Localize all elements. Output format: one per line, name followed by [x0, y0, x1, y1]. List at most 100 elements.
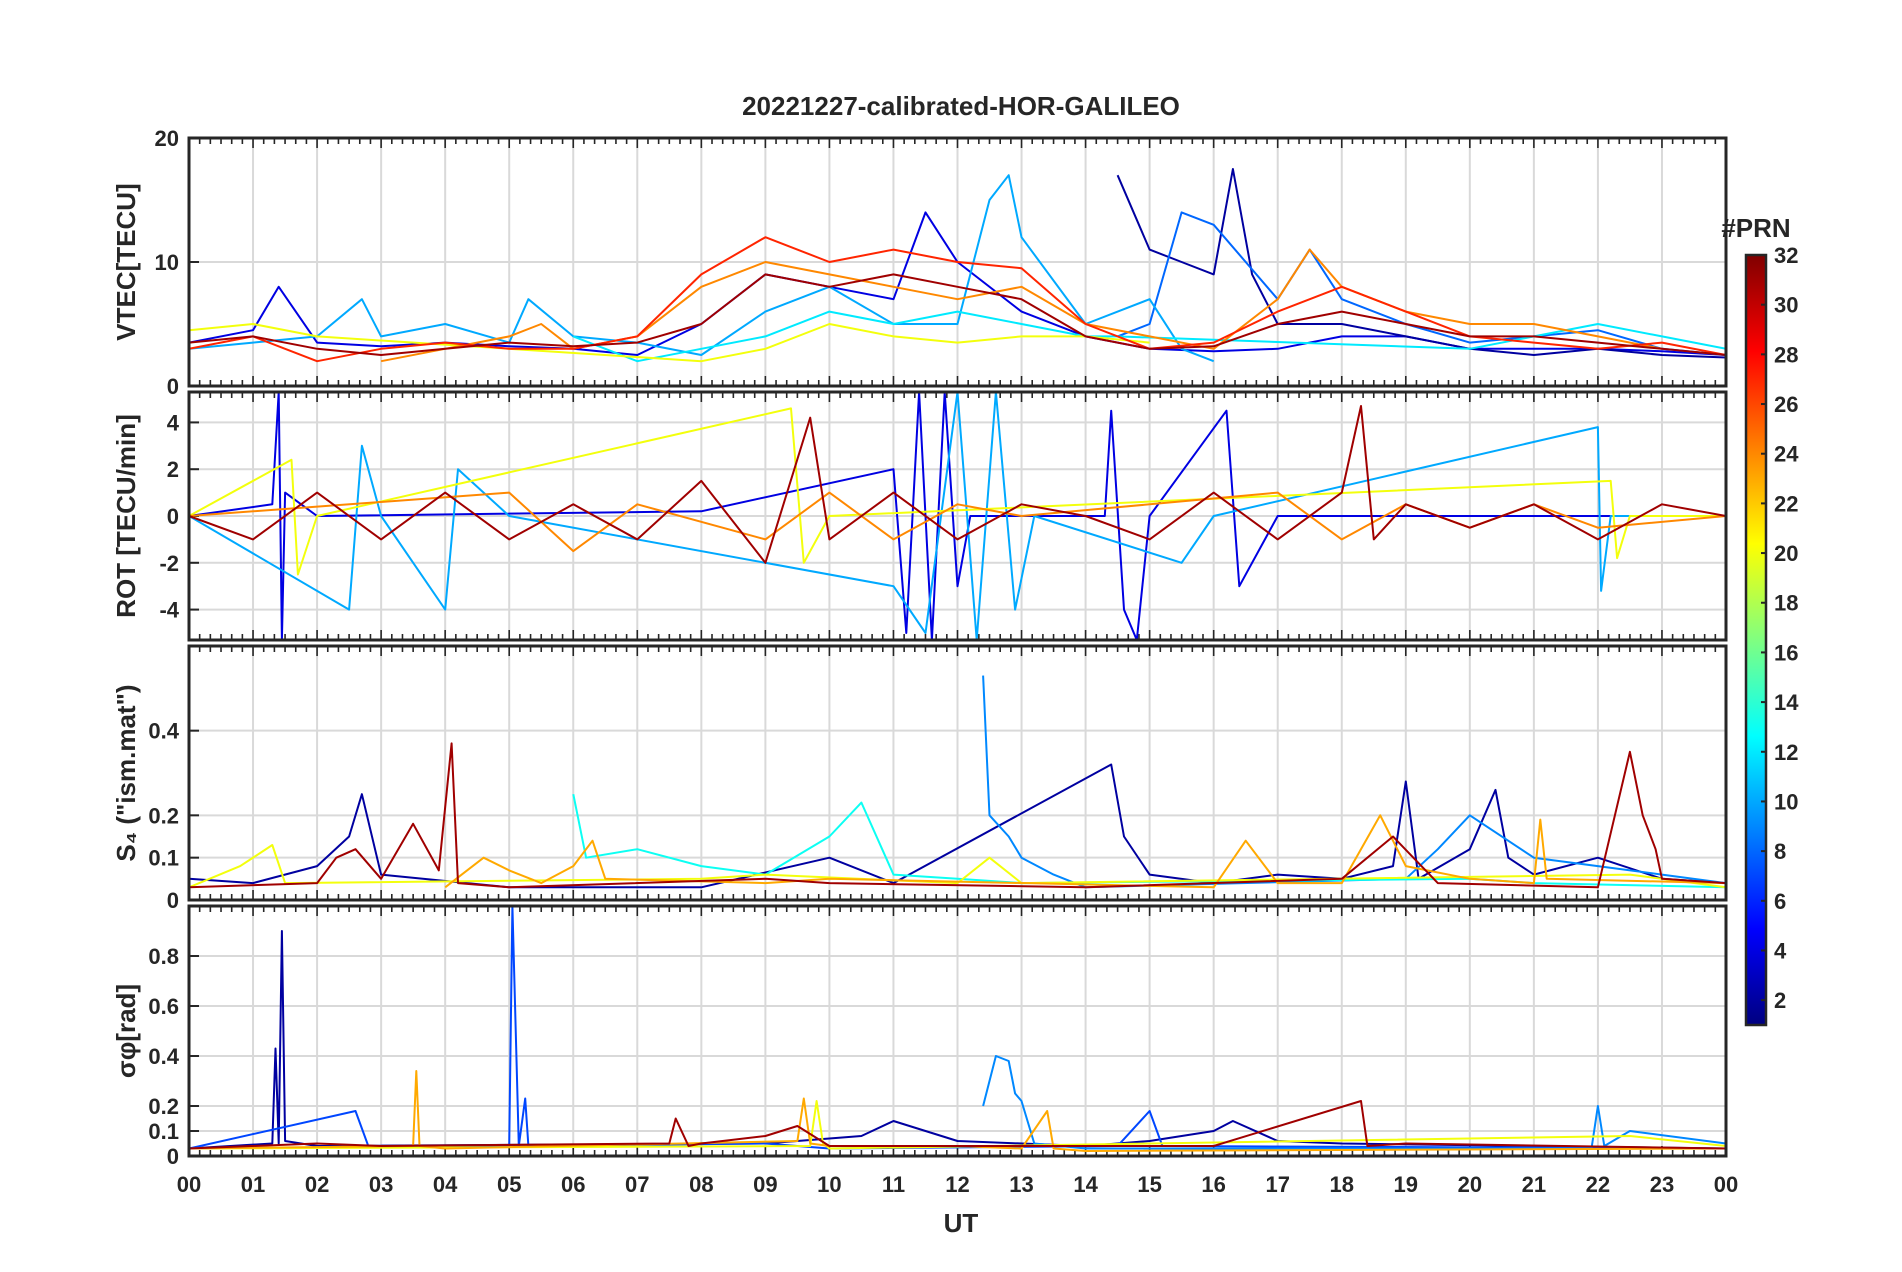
x-tick-label: 03 [369, 1172, 393, 1197]
y-tick-label: 0 [167, 504, 179, 529]
series-line-prn-31 [189, 1100, 1726, 1150]
x-tick-label: 17 [1265, 1172, 1289, 1197]
colorbar-tick-label: 10 [1774, 789, 1798, 814]
series-line-prn-31 [189, 405, 1726, 564]
y-tick-label: 0 [167, 1144, 179, 1169]
y-tick-label: 10 [155, 250, 179, 275]
series-line-prn-20 [189, 323, 1150, 363]
colorbar-tick-label: 18 [1774, 591, 1798, 616]
colorbar-title: #PRN [1721, 213, 1790, 243]
y-tick-label: 0.4 [148, 719, 179, 744]
series-group [189, 392, 1726, 640]
series-group [189, 168, 1726, 363]
colorbar-tick-label: 14 [1774, 690, 1799, 715]
y-tick-label: 0.1 [148, 1119, 179, 1144]
series-line-prn-20 [189, 407, 1726, 576]
series-group [189, 675, 1726, 889]
panel-sigma_phi: 00.10.2 0.4 0.6 0.8 σφ[rad] [111, 904, 1728, 1169]
series-line-prn-23 [189, 1070, 1726, 1152]
y-axis-label: ROT [TECU/min] [111, 414, 141, 618]
series-line-prn-24 [380, 248, 1663, 363]
x-axis-label: UT [944, 1208, 979, 1238]
colorbar-tick-label: 32 [1774, 243, 1798, 268]
x-tick-label: 20 [1458, 1172, 1482, 1197]
x-tick-label: 14 [1073, 1172, 1098, 1197]
y-tick-label: 0 [167, 374, 179, 399]
y-tick-label: 0.8 [148, 944, 179, 969]
x-tick-label: 07 [625, 1172, 649, 1197]
y-axis-label: VTEC[TECU] [111, 183, 141, 340]
colorbar-frame [1744, 253, 1768, 1027]
axes-box [187, 390, 1728, 642]
x-tick-label: 05 [497, 1172, 521, 1197]
y-tick-label: 20 [155, 126, 179, 151]
y-tick-label: 0 [167, 888, 179, 913]
x-tick-label: 02 [305, 1172, 329, 1197]
x-tick-label: 10 [817, 1172, 841, 1197]
series-line-prn-20 [189, 844, 1726, 889]
x-tick-label: 06 [561, 1172, 585, 1197]
colorbar-tick-label: 2 [1774, 988, 1786, 1013]
y-axis-label: S₄ ("ism.mat") [111, 684, 141, 861]
y-tick-label: -2 [159, 551, 179, 576]
panel-vtec: 0 10 20 VTEC[TECU] [111, 126, 1728, 399]
series-line-prn-23 [444, 814, 1726, 889]
series-line-prn-31 [189, 742, 1726, 889]
series-line-prn-20 [189, 1100, 1726, 1150]
series-group [189, 906, 1726, 1152]
x-tick-label: 11 [882, 1172, 905, 1197]
y-tick-label: 0.4 [148, 1044, 179, 1069]
chart-title: 20221227-calibrated-HOR-GALILEO [742, 91, 1180, 121]
series-line-prn-2 [1116, 168, 1726, 359]
x-tick-label: 01 [241, 1172, 265, 1197]
y-tick-label: -4 [159, 598, 179, 623]
series-line-prn-2 [189, 763, 1726, 889]
colorbar-tick-label: 4 [1774, 938, 1787, 963]
x-tick-label: 15 [1137, 1172, 1161, 1197]
colorbar-tick-label: 28 [1774, 342, 1798, 367]
colorbar-tick-label: 30 [1774, 293, 1798, 318]
axes-box [187, 644, 1728, 902]
colorbar-gradient [1746, 255, 1766, 1025]
y-tick-label: 0.6 [148, 994, 179, 1019]
x-tick-label: 22 [1586, 1172, 1610, 1197]
x-tick-label: 09 [753, 1172, 777, 1197]
panel-s4: 0 0.1 0.2 0.4 S₄ ("ism.mat") [111, 644, 1728, 913]
axes-box [187, 136, 1728, 388]
colorbar-tick-label: 16 [1774, 640, 1798, 665]
series-line-prn-9 [982, 675, 1726, 889]
colorbar-tick-label: 6 [1774, 889, 1786, 914]
y-tick-label: 0.2 [148, 803, 179, 828]
colorbar-tick-label: 24 [1774, 442, 1799, 467]
y-axis-label: σφ[rad] [111, 984, 141, 1078]
y-tick-label: 0.2 [148, 1094, 179, 1119]
x-tick-label: 19 [1394, 1172, 1418, 1197]
x-tick-label: 18 [1330, 1172, 1354, 1197]
series-line-prn-8 [1117, 211, 1726, 356]
colorbar-tick-label: 12 [1774, 740, 1798, 765]
x-tick-label: 21 [1522, 1172, 1546, 1197]
y-tick-label: 0.1 [148, 846, 179, 871]
x-tick-label: 13 [1009, 1172, 1033, 1197]
x-tick-label: 00 [177, 1172, 201, 1197]
x-tick-label: 04 [433, 1172, 458, 1197]
x-tick-label: 00 [1714, 1172, 1738, 1197]
series-line-prn-10 [189, 174, 1215, 363]
colorbar-tick-label: 8 [1774, 839, 1786, 864]
x-tick-label: 08 [689, 1172, 713, 1197]
colorbar-tick-label: 20 [1774, 541, 1798, 566]
panel-rot: -4 -2 0 2 4 ROT [TECU/min] [111, 390, 1728, 642]
y-tick-label: 4 [167, 410, 180, 435]
x-tick-label: 16 [1201, 1172, 1225, 1197]
series-line-prn-12 [572, 310, 1726, 363]
y-tick-label: 2 [167, 457, 179, 482]
colorbar-tick-label: 22 [1774, 491, 1798, 516]
x-tick-label: 23 [1650, 1172, 1674, 1197]
colorbar-tick-label: 26 [1774, 392, 1798, 417]
x-tick-label: 12 [945, 1172, 969, 1197]
series-line-prn-4 [189, 392, 1726, 640]
series-line-prn-31 [189, 273, 1726, 356]
